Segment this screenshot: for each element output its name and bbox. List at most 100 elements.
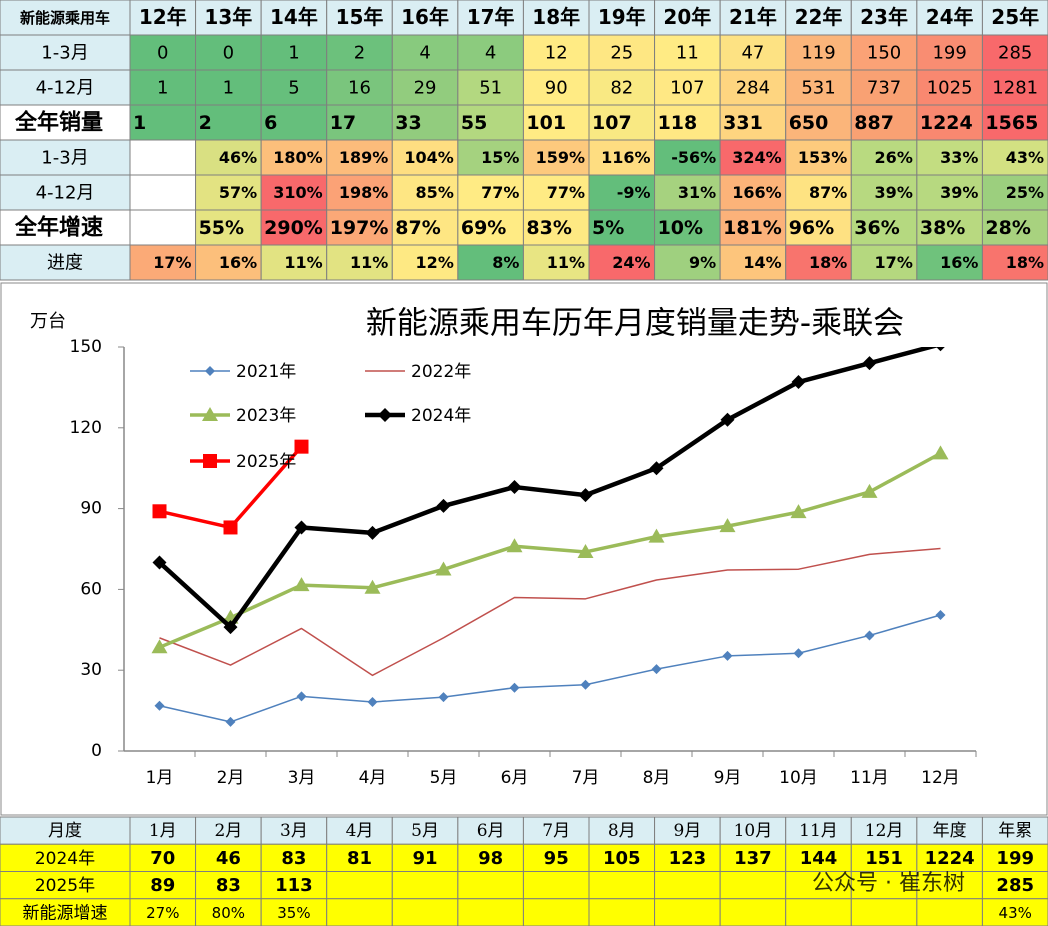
- row-label: 4-12月: [36, 78, 95, 99]
- cell-value: 11%: [284, 253, 322, 272]
- cell-value: 11%: [547, 253, 585, 272]
- cell-value: 1: [223, 78, 234, 99]
- header-cell: [916, 0, 983, 36]
- heat-cell: [850, 244, 918, 281]
- cell-value: 1224: [920, 112, 973, 134]
- heat-cell: [719, 244, 787, 281]
- cell-value: 16%: [940, 253, 978, 272]
- cell-value: 70: [150, 848, 175, 869]
- table-cell: [522, 871, 590, 900]
- heat-cell: [391, 174, 459, 211]
- cell-value: 17: [330, 112, 356, 134]
- row-label: 全年销量: [14, 110, 103, 136]
- header-text: 年度: [933, 821, 967, 841]
- heat-cell: [195, 104, 262, 141]
- cell-value: -9%: [617, 183, 651, 202]
- marker: [648, 528, 665, 543]
- cell-value: 11%: [350, 253, 388, 272]
- cell-value: 151: [865, 848, 903, 869]
- marker: [936, 347, 945, 352]
- table-cell: [981, 871, 1048, 900]
- heat-cell: [129, 174, 197, 211]
- cell-value: 55: [461, 112, 487, 134]
- table-cell: [588, 898, 656, 926]
- header-cell: [0, 816, 131, 845]
- table-cell: [260, 843, 328, 872]
- heat-cell: [260, 139, 328, 176]
- legend-label: 2025年: [236, 452, 296, 472]
- heat-cell: [785, 104, 852, 141]
- header-cell: [785, 0, 852, 36]
- cell-value: 118: [658, 112, 698, 134]
- header-text: 15年: [336, 5, 384, 29]
- header-cell: [457, 0, 524, 36]
- cell-value: 189%: [339, 148, 388, 167]
- cell-value: 81: [347, 848, 372, 869]
- heat-cell: [785, 244, 852, 281]
- cell-value: 28%: [985, 217, 1030, 239]
- marker: [722, 650, 733, 661]
- y-tick-label: 90: [80, 499, 102, 519]
- header-cell: [522, 816, 590, 845]
- table-cell: [457, 898, 524, 926]
- table-cell: [719, 898, 787, 926]
- marker: [367, 696, 378, 707]
- cell-value: 36%: [854, 217, 899, 239]
- cell-value: 83%: [526, 217, 571, 239]
- cell-value: 83: [216, 875, 241, 896]
- table-cell: [260, 871, 328, 900]
- header-text: 11月: [799, 821, 838, 841]
- y-axis-label: 万台: [30, 311, 66, 332]
- cell-value: 39%: [875, 183, 913, 202]
- cell-value: 1224: [925, 848, 975, 869]
- heat-cell: [850, 174, 918, 211]
- cell-value: 144: [800, 848, 838, 869]
- header-text: 8月: [608, 821, 636, 841]
- table-cell: [850, 898, 918, 926]
- table-cell: [391, 871, 459, 900]
- cell-value: 17%: [875, 253, 913, 272]
- cell-value: 10%: [658, 217, 703, 239]
- cell-value: 1025: [927, 78, 973, 99]
- marker: [862, 356, 877, 371]
- table-cell: [391, 898, 459, 926]
- header-cell: [260, 0, 328, 36]
- series-line: [157, 347, 940, 630]
- legend-label: 2024年: [411, 406, 471, 426]
- marker: [864, 630, 875, 641]
- x-tick-label: 1月: [146, 768, 174, 788]
- header-text: 5月: [411, 821, 439, 841]
- cell-value: 290%: [264, 217, 323, 239]
- header-cell: [326, 0, 393, 36]
- marker: [436, 498, 451, 513]
- row-label-cell: [0, 871, 131, 900]
- table-cell: [522, 898, 590, 926]
- heat-cell: [916, 244, 983, 281]
- cell-value: 29: [414, 78, 437, 99]
- marker: [151, 639, 168, 654]
- cell-value: 9%: [689, 253, 716, 272]
- cell-value: 98: [478, 848, 503, 869]
- cell-value: 166%: [732, 183, 781, 202]
- cell-value: 33%: [940, 148, 978, 167]
- cell-value: 324%: [732, 148, 781, 167]
- marker: [651, 664, 662, 675]
- marker: [294, 439, 309, 454]
- cell-value: 69%: [461, 217, 506, 239]
- heat-cell: [981, 244, 1048, 281]
- cell-value: 38%: [920, 217, 965, 239]
- table-cell: [457, 871, 524, 900]
- row-label: 新能源增速: [23, 903, 108, 923]
- cell-value: -56%: [671, 148, 716, 167]
- cell-value: 0: [223, 43, 234, 64]
- marker: [861, 483, 878, 498]
- heat-cell: [195, 174, 262, 211]
- heat-cell: [588, 34, 656, 71]
- header-text: 22年: [795, 5, 843, 29]
- x-tick-label: 11月: [850, 768, 889, 788]
- row-label-cell: [0, 209, 131, 246]
- heat-cell: [785, 174, 852, 211]
- cell-value: 116%: [601, 148, 650, 167]
- header-text: 年累: [998, 821, 1032, 841]
